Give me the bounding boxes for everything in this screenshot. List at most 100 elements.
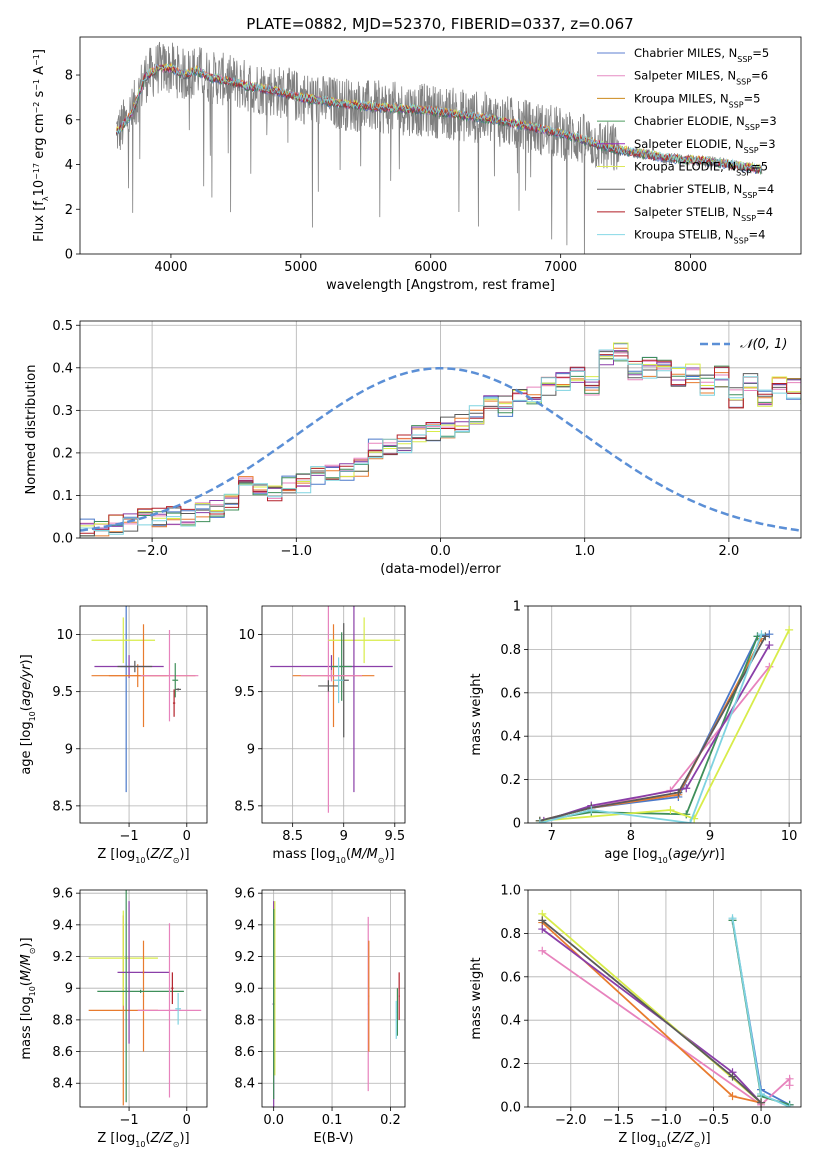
legend-entry: Kroupa STELIB, NSSP=4	[634, 228, 765, 246]
x-tick-label: 0.0	[751, 1113, 772, 1128]
y-tick-label: 9	[65, 742, 73, 757]
x-tick-label: 5000	[284, 260, 317, 275]
x-tick-label: 7000	[544, 260, 577, 275]
y-tick-label: 10	[238, 628, 255, 643]
y-tick-label: 9.0	[234, 982, 255, 997]
x-tick-label: −1.5	[603, 1113, 635, 1128]
x-axis-label: Z [log10(Z/Z⊙)]	[618, 1131, 710, 1149]
weight-point-marker	[535, 819, 544, 823]
y-tick-label: 9.5	[52, 685, 73, 700]
legend-entry: Kroupa MILES, NSSP=5	[634, 91, 760, 109]
x-tick-label: 7	[548, 829, 556, 844]
weight-point-marker	[538, 946, 547, 955]
y-tick-label: 0.4	[500, 1014, 521, 1029]
x-tick-label: 6000	[414, 260, 447, 275]
weight-point-marker	[538, 916, 547, 925]
histogram-step-line	[80, 349, 801, 535]
y-tick-label: 8.5	[234, 799, 255, 814]
y-tick-label: 9.5	[234, 685, 255, 700]
panel-age_vs_mass: 8.5 9 9.5 8.5 9 9.5 10 mass [log10(M/M⊙)]	[234, 605, 406, 865]
y-tick-label: 0.6	[500, 970, 521, 985]
plot-area	[272, 901, 400, 1107]
weight-point-marker	[765, 630, 774, 639]
x-tick-label: 8000	[674, 260, 707, 275]
y-tick-label: 0.3	[52, 404, 73, 419]
y-tick-label: 8	[65, 69, 73, 84]
x-tick-label: 2.0	[719, 544, 740, 559]
weight-point-marker	[728, 1072, 737, 1081]
histogram-step-line	[80, 354, 801, 534]
panel-age_vs_Z: −1 0 8.5 9 9.5 10 Z [log10(Z/Z⊙)] age [log10(ag…	[19, 605, 208, 865]
weight-series-line	[539, 633, 763, 823]
y-tick-label: 0.6	[500, 686, 521, 701]
x-tick-label: 10	[781, 829, 798, 844]
panel-weight_vs_Z: −2.0 −1.5 −1.0 −0.5 0.0 0.0 0.2 0.4 0.6 0.8 1.0 Z […	[469, 884, 802, 1149]
axes-frame	[527, 889, 802, 1108]
weight-point-marker	[757, 1089, 766, 1098]
y-tick-label: 9	[247, 742, 255, 757]
x-tick-label: −1	[119, 1113, 138, 1128]
normal-distribution-curve	[80, 367, 801, 532]
weight-point-marker	[728, 914, 737, 923]
y-tick-label: 9.6	[52, 887, 73, 902]
axes-frame	[527, 605, 802, 824]
legend-entry: Salpeter STELIB, NSSP=4	[634, 205, 773, 223]
y-tick-label: 8.8	[234, 1013, 255, 1028]
y-tick-label: 9.2	[52, 950, 73, 965]
histogram-step-line	[80, 349, 801, 526]
weight-series-line	[541, 921, 762, 1104]
y-tick-label: 2	[65, 203, 73, 218]
x-tick-label: 8.5	[282, 829, 303, 844]
x-tick-label: 0	[183, 829, 191, 844]
y-tick-label: 0.2	[500, 1057, 521, 1072]
histogram-step-line	[80, 357, 801, 537]
weight-series-line	[539, 633, 770, 822]
model-spectrum-line	[116, 63, 763, 173]
y-axis-label: mass weight	[469, 957, 484, 1039]
x-tick-label: −0.5	[698, 1113, 730, 1128]
y-tick-label: 8.5	[52, 799, 73, 814]
axes-frame	[79, 320, 802, 539]
axes-frame	[79, 36, 802, 255]
y-tick-label: 0.4	[52, 361, 73, 376]
y-axis-label: mass weight	[469, 673, 484, 755]
y-tick-label: 9	[65, 982, 73, 997]
legend-entry: Kroupa ELODIE, NSSP=5	[634, 160, 768, 178]
weight-point-marker	[785, 1081, 794, 1090]
y-tick-label: 9.2	[234, 950, 255, 965]
x-tick-label: −1.0	[281, 544, 313, 559]
y-tick-label: 8.6	[234, 1045, 255, 1060]
y-tick-label: 0.0	[500, 1101, 521, 1116]
y-axis-label: age [log10(age/yr)]	[19, 654, 37, 774]
x-tick-label: 9	[706, 829, 714, 844]
y-tick-label: 6	[65, 113, 73, 128]
x-axis-label: Z [log10(Z/Z⊙)]	[97, 847, 189, 865]
x-tick-label: 9	[340, 829, 348, 844]
weight-series-line	[539, 638, 763, 822]
y-tick-label: 0.1	[52, 489, 73, 504]
y-tick-label: 0.2	[52, 446, 73, 461]
x-tick-label: 0.1	[322, 1113, 343, 1128]
x-tick-label: 0.2	[380, 1113, 401, 1128]
x-axis-label: Z [log10(Z/Z⊙)]	[97, 1131, 189, 1149]
figure-title: PLATE=0882, MJD=52370, FIBERID=0337, z=0…	[246, 15, 633, 33]
plot-area	[80, 342, 801, 537]
plot-area	[535, 625, 794, 823]
x-tick-label: 0.0	[430, 544, 451, 559]
panel-residuals: −2.0 −1.0 0.0 1.0 2.0 0.0 0.1 0.2 0.3 0.4 0.5 𝒩(0, …	[24, 319, 802, 577]
x-axis-label: mass [log10(M/M⊙)]	[272, 847, 394, 865]
plot-area	[116, 41, 763, 254]
panel-spectrum: 4000 5000 6000 7000 8000 0 2 4 6 8 Chabrier MILES,…	[32, 36, 802, 293]
x-tick-label: 0	[183, 1113, 191, 1128]
y-tick-label: 10	[56, 628, 73, 643]
x-axis-label: age [log10(age/yr)]	[604, 847, 724, 865]
y-axis-label: Flux [fλ10−17 erg cm−2 s−1 A−1]	[32, 49, 50, 242]
legend-entry: 𝒩(0, 1)	[740, 337, 787, 352]
y-tick-label: 0.8	[500, 927, 521, 942]
weight-point-marker	[765, 641, 774, 650]
x-axis-label: E(B-V)	[313, 1131, 353, 1146]
plot-area	[270, 606, 400, 813]
weight-point-marker	[785, 1103, 794, 1107]
observed-spectrum-line	[116, 41, 763, 254]
